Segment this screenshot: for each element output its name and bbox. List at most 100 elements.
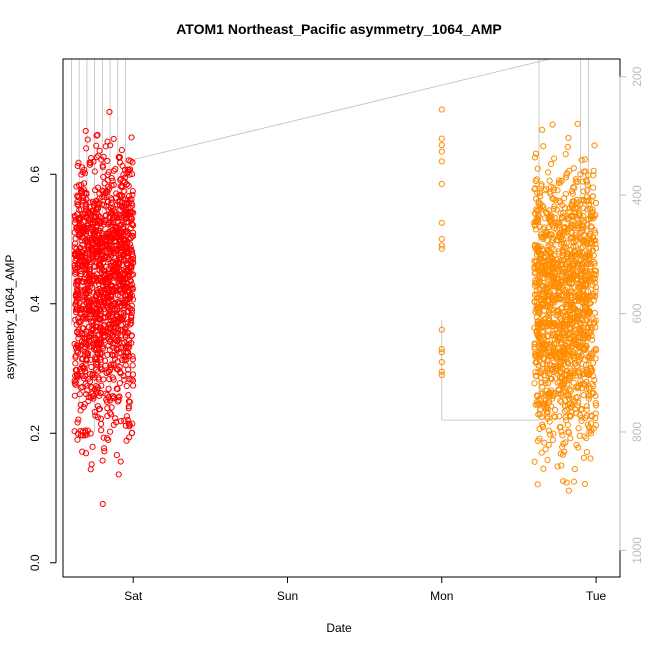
data-point bbox=[561, 213, 568, 220]
data-point bbox=[98, 218, 105, 225]
data-point bbox=[113, 419, 120, 426]
data-point bbox=[581, 293, 588, 300]
data-point bbox=[534, 165, 541, 172]
data-point bbox=[549, 292, 557, 299]
data-point bbox=[95, 280, 103, 288]
y-tick-label: 0.2 bbox=[28, 425, 42, 442]
data-point bbox=[575, 425, 582, 432]
data-point bbox=[109, 352, 117, 359]
data-point bbox=[563, 479, 570, 486]
data-point bbox=[582, 414, 589, 421]
data-point bbox=[83, 145, 90, 152]
data-point bbox=[122, 267, 130, 274]
data-point bbox=[87, 356, 94, 363]
data-point bbox=[104, 157, 111, 165]
data-point bbox=[129, 362, 136, 369]
data-point bbox=[559, 478, 567, 485]
data-point bbox=[127, 166, 134, 173]
data-point bbox=[581, 433, 588, 440]
data-point bbox=[94, 361, 101, 368]
y2-tick-label: 1000 bbox=[630, 537, 644, 564]
data-point bbox=[104, 351, 111, 358]
data-point bbox=[542, 380, 549, 387]
data-point bbox=[584, 197, 591, 204]
data-point bbox=[592, 410, 599, 417]
data-point bbox=[84, 136, 91, 143]
data-point bbox=[79, 330, 86, 337]
data-point bbox=[129, 281, 136, 288]
x-tick-label: Mon bbox=[430, 589, 453, 603]
data-point bbox=[562, 417, 570, 424]
data-point bbox=[535, 362, 542, 369]
data-point bbox=[78, 164, 86, 171]
data-point bbox=[122, 237, 129, 244]
data-point bbox=[566, 278, 573, 285]
data-point bbox=[438, 180, 445, 188]
data-point bbox=[556, 310, 563, 317]
data-point bbox=[103, 435, 111, 442]
data-point bbox=[569, 396, 576, 403]
data-point bbox=[102, 314, 109, 321]
data-point bbox=[92, 187, 99, 194]
data-point bbox=[541, 232, 548, 240]
data-point bbox=[128, 134, 135, 141]
data-point bbox=[549, 195, 556, 202]
data-point bbox=[126, 421, 133, 428]
data-point bbox=[545, 327, 552, 334]
data-point bbox=[560, 354, 567, 361]
data-point bbox=[578, 264, 586, 271]
data-point bbox=[588, 413, 595, 420]
data-point bbox=[94, 237, 101, 244]
data-point bbox=[110, 376, 117, 383]
data-point bbox=[537, 243, 544, 250]
data-point bbox=[573, 199, 580, 206]
data-point bbox=[574, 385, 581, 392]
data-point bbox=[561, 448, 568, 455]
data-point bbox=[121, 178, 128, 186]
data-point bbox=[114, 234, 121, 241]
data-point bbox=[114, 319, 121, 327]
data-point bbox=[81, 170, 89, 177]
data-point bbox=[98, 365, 105, 373]
data-point bbox=[590, 258, 597, 265]
data-point bbox=[567, 320, 574, 328]
data-point bbox=[113, 385, 120, 392]
data-point bbox=[575, 399, 582, 406]
data-point bbox=[542, 446, 549, 453]
data-point bbox=[532, 150, 540, 157]
data-point bbox=[74, 211, 81, 218]
data-point bbox=[100, 445, 108, 452]
data-point bbox=[74, 419, 81, 426]
data-point bbox=[545, 320, 552, 327]
data-point bbox=[545, 399, 553, 406]
data-point bbox=[92, 344, 99, 351]
data-point bbox=[577, 327, 584, 334]
data-point bbox=[108, 404, 115, 411]
data-point bbox=[88, 246, 95, 253]
data-point bbox=[438, 158, 445, 165]
data-point bbox=[125, 405, 132, 412]
data-point bbox=[123, 227, 130, 235]
data-point bbox=[110, 329, 118, 336]
data-point bbox=[571, 465, 578, 473]
data-point bbox=[562, 151, 569, 158]
data-point bbox=[122, 206, 129, 213]
data-point bbox=[539, 383, 546, 391]
data-point bbox=[113, 366, 120, 373]
data-point bbox=[583, 385, 590, 393]
data-point bbox=[576, 344, 583, 351]
data-point bbox=[533, 288, 540, 295]
data-point bbox=[72, 378, 79, 385]
depth-trace-segment bbox=[133, 58, 550, 161]
data-point bbox=[99, 201, 106, 208]
data-point bbox=[116, 215, 123, 222]
data-point bbox=[123, 382, 130, 390]
data-point bbox=[550, 184, 557, 191]
data-point bbox=[123, 275, 130, 282]
data-point bbox=[577, 354, 584, 361]
data-point bbox=[72, 301, 79, 308]
data-point bbox=[107, 366, 114, 374]
data-point bbox=[559, 432, 566, 439]
data-point bbox=[120, 177, 127, 185]
data-point bbox=[579, 287, 586, 294]
